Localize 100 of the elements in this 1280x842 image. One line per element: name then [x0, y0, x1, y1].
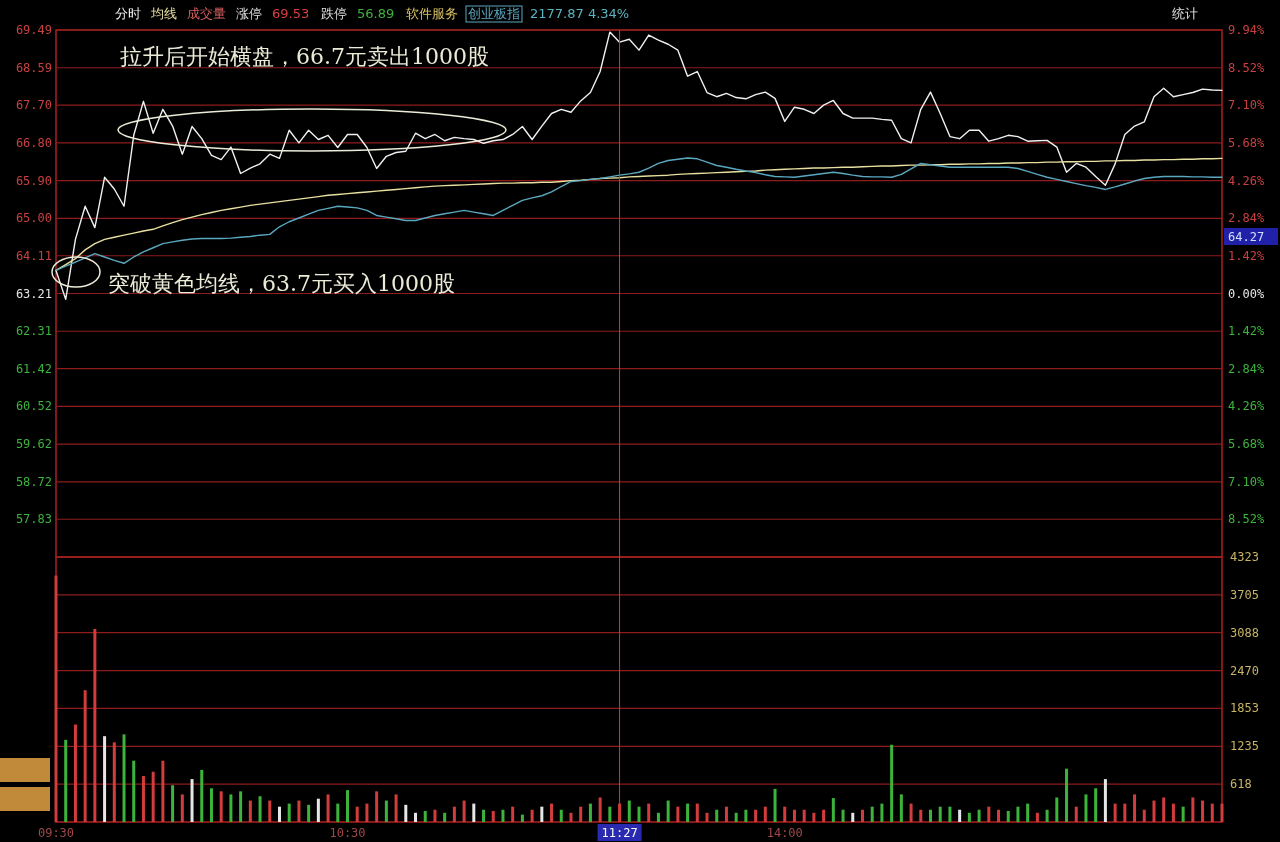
y-tick-label: 2470 — [1230, 663, 1259, 678]
text: 跌停 — [321, 6, 347, 21]
text: 69.53 — [272, 6, 310, 21]
y2-tick-label: 7.10% — [1228, 98, 1265, 113]
line-series — [55, 157, 1223, 272]
y-tick-label: 63.21 — [15, 286, 52, 301]
y-tick-label: 57.83 — [15, 512, 52, 527]
y2-tick-label: 1.42% — [1228, 324, 1265, 339]
bar — [491, 810, 495, 822]
y-tick-label: 62.31 — [15, 324, 52, 339]
bar — [132, 760, 136, 822]
y-tick-label: 59.62 — [15, 437, 52, 452]
bar — [141, 776, 145, 822]
y2-tick-label: 2.84% — [1228, 211, 1265, 226]
y2-tick-label: 4.26% — [1228, 399, 1265, 414]
text: 分时 — [115, 6, 141, 21]
bar — [103, 736, 107, 822]
bar — [676, 806, 680, 822]
text: 统计 — [1172, 6, 1198, 21]
bar — [1035, 812, 1039, 822]
bar — [122, 734, 126, 822]
text: 均线 — [150, 6, 177, 21]
y-tick-label: 65.90 — [15, 173, 52, 188]
bar — [695, 803, 699, 822]
bar — [443, 812, 447, 822]
y2-tick-label: 8.52% — [1228, 60, 1265, 75]
bar — [452, 806, 456, 822]
text: 64.27 — [1228, 230, 1265, 244]
bar — [540, 806, 544, 822]
bar — [462, 800, 466, 822]
bar — [588, 803, 592, 822]
bar — [608, 806, 612, 822]
bar — [1113, 803, 1117, 822]
bar — [54, 575, 58, 822]
bar — [569, 812, 573, 822]
bar — [394, 794, 398, 822]
bar — [171, 785, 175, 822]
bar — [656, 812, 660, 822]
y2-tick-label: 7.10% — [1228, 474, 1265, 489]
bar — [277, 806, 281, 822]
y2-tick-label: 2.84% — [1228, 361, 1265, 376]
bar — [190, 779, 194, 822]
bar — [734, 812, 738, 822]
y-tick-label: 4323 — [1230, 550, 1259, 564]
bar — [579, 806, 583, 822]
bar — [967, 812, 971, 822]
bar — [423, 810, 427, 822]
y2-tick-label: 9.94% — [1228, 23, 1265, 37]
text: 涨停 — [236, 6, 262, 21]
bar — [1006, 810, 1010, 822]
bar — [307, 804, 311, 822]
bar — [1220, 803, 1224, 822]
text: 成交量 — [187, 6, 226, 21]
x-tick-label: 14:00 — [766, 826, 803, 840]
bar — [763, 806, 767, 822]
bar — [977, 809, 981, 822]
bar — [666, 800, 670, 822]
bar — [287, 803, 291, 822]
bar — [1045, 809, 1049, 822]
bar — [938, 806, 942, 822]
y-tick-label: 618 — [1230, 777, 1252, 792]
bar — [841, 809, 845, 822]
bar — [1181, 806, 1185, 822]
annotation: 突破黄色均线，63.7元买入1000股 — [108, 271, 455, 296]
bar — [316, 798, 320, 822]
y-tick-label: 67.70 — [15, 98, 52, 113]
y-tick-label: 1235 — [1230, 739, 1259, 754]
bar — [268, 800, 272, 822]
bar — [812, 812, 816, 822]
y-tick-label: 64.11 — [15, 248, 52, 263]
bar — [987, 806, 991, 822]
bar — [637, 806, 641, 822]
bar — [297, 800, 301, 822]
y-tick-label: 3088 — [1230, 625, 1259, 640]
bar — [1065, 768, 1069, 822]
bar — [627, 800, 631, 822]
bar — [792, 809, 796, 822]
bar — [1201, 800, 1205, 822]
bar — [433, 809, 437, 822]
bar — [520, 814, 524, 822]
bar — [715, 809, 719, 822]
bar — [1084, 794, 1088, 822]
bar — [724, 806, 728, 822]
y-tick-label: 3705 — [1230, 587, 1259, 602]
bar — [948, 806, 952, 822]
bar — [929, 809, 932, 822]
bar — [346, 790, 349, 822]
bar — [501, 809, 505, 822]
bar — [1152, 800, 1156, 822]
bar — [1171, 803, 1175, 822]
bar — [647, 803, 651, 822]
bar — [151, 771, 155, 822]
bar — [219, 791, 223, 822]
bar — [1142, 809, 1146, 822]
y2-tick-label: 5.68% — [1228, 437, 1265, 452]
bar — [851, 812, 855, 822]
text: 2177.87 4.34% — [530, 6, 630, 21]
bar — [744, 809, 748, 822]
bar — [1094, 788, 1098, 822]
bar — [1055, 797, 1059, 822]
